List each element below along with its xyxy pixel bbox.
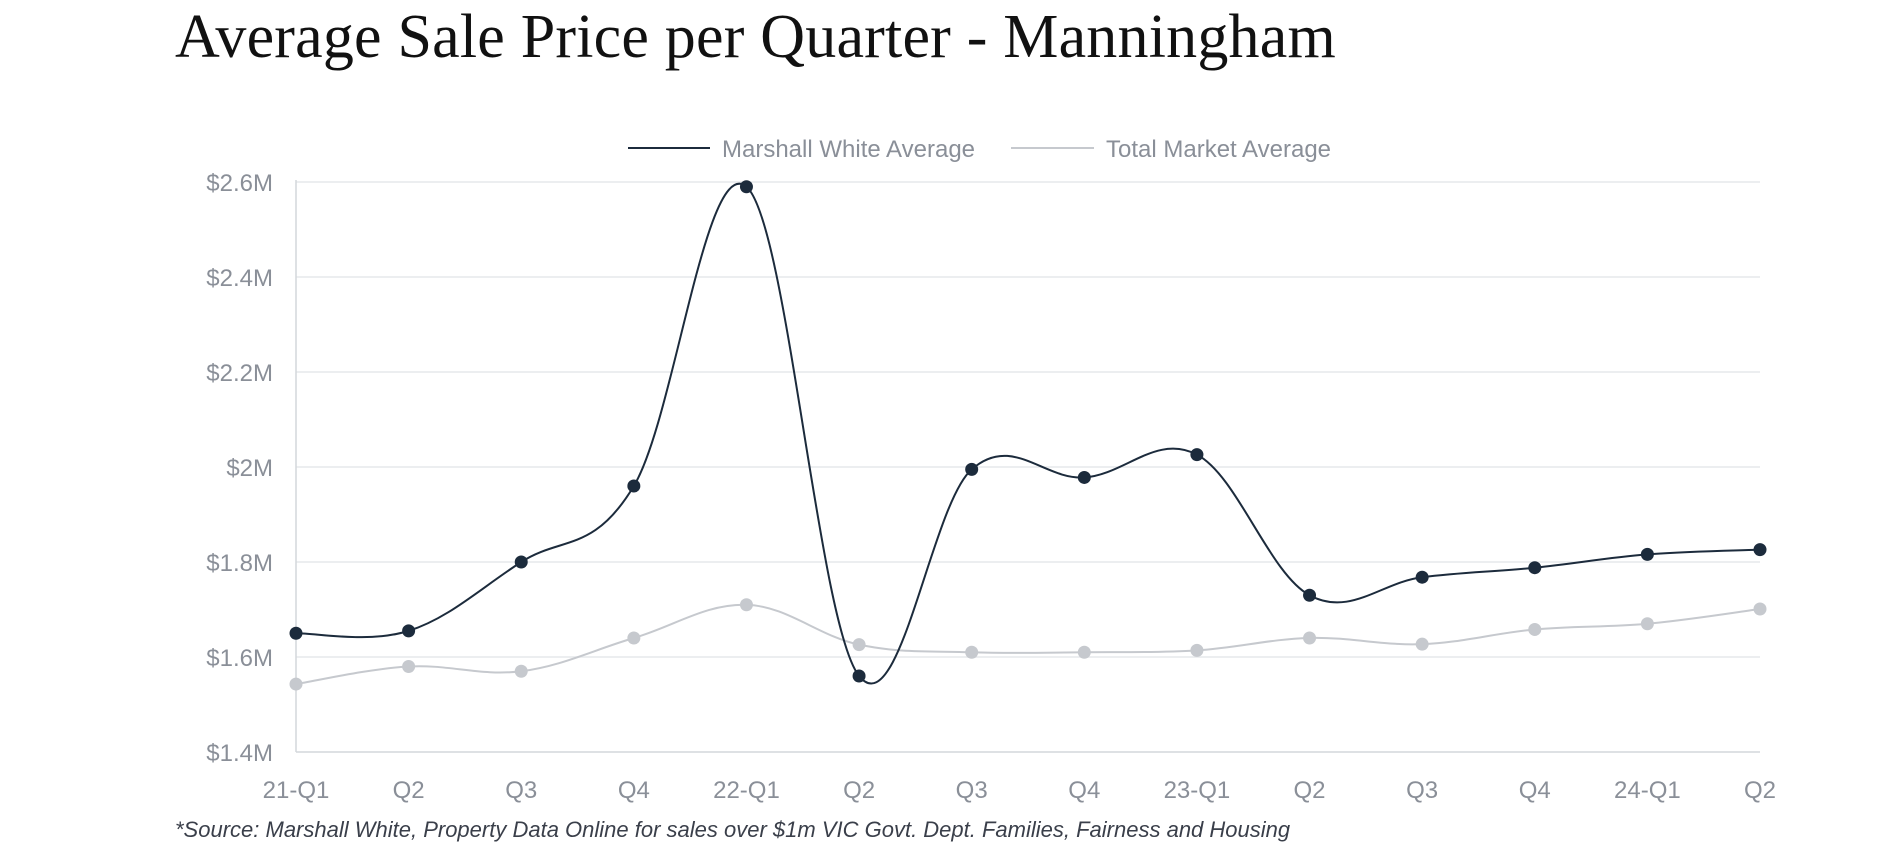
series-line-total-market-average: [295, 603, 1761, 686]
legend-label: Total Market Average: [1106, 136, 1331, 163]
source-note: *Source: Marshall White, Property Data O…: [175, 817, 1291, 842]
x-tick-label: Q2: [393, 777, 425, 804]
x-tick-label: Q4: [618, 777, 650, 804]
legend-label: Marshall White Average: [722, 136, 975, 163]
y-tick-label: $1.8M: [206, 550, 273, 577]
data-point-total-market-average: [402, 660, 416, 673]
data-point-total-market-average: [1077, 645, 1091, 659]
data-point-marshall-white-average: [852, 669, 866, 683]
x-tick-label: 24-Q1: [1614, 777, 1681, 804]
data-point-marshall-white-average: [1190, 448, 1204, 462]
x-tick-label: 23-Q1: [1164, 777, 1231, 804]
x-tick-label: Q2: [843, 777, 875, 804]
y-axis-tick-labels: $1.4M $1.6M $1.8M $2M $2.2M $2.4M $2.6M: [206, 170, 273, 767]
series-total-market-average: [289, 598, 1767, 691]
x-tick-label: Q2: [1294, 777, 1326, 804]
chart-title: Average Sale Price per Quarter - Manning…: [175, 3, 1336, 71]
y-tick-label: $1.6M: [206, 645, 273, 672]
data-point-marshall-white-average: [1415, 570, 1429, 584]
data-point-marshall-white-average: [514, 555, 528, 569]
data-point-total-market-average: [514, 664, 528, 678]
y-tick-label: $2.2M: [206, 360, 273, 387]
series-line-marshall-white-average: [295, 182, 1761, 685]
data-point-total-market-average: [1528, 622, 1542, 636]
x-tick-label: 21-Q1: [263, 777, 330, 804]
x-tick-label: 22-Q1: [713, 777, 780, 804]
data-point-marshall-white-average: [965, 462, 979, 476]
x-tick-label: Q3: [1406, 777, 1438, 804]
data-point-marshall-white-average: [627, 479, 641, 493]
series: [289, 180, 1767, 691]
legend: Marshall White Average Total Market Avera…: [628, 136, 1331, 163]
x-tick-label: Q3: [505, 777, 537, 804]
data-point-marshall-white-average: [1753, 543, 1767, 557]
data-point-total-market-average: [739, 598, 753, 612]
data-point-marshall-white-average: [1640, 547, 1654, 561]
data-point-total-market-average: [1190, 643, 1204, 657]
y-tick-label: $1.4M: [206, 740, 273, 767]
grid-lines: [296, 181, 1760, 658]
data-point-marshall-white-average: [402, 624, 416, 638]
data-point-total-market-average: [1753, 602, 1767, 616]
data-point-marshall-white-average: [739, 180, 753, 194]
series-marshall-white-average: [289, 180, 1767, 685]
x-tick-label: Q4: [1068, 777, 1100, 804]
legend-item-total-market-average: Total Market Average: [1011, 136, 1331, 163]
x-tick-label: Q4: [1519, 777, 1551, 804]
data-point-total-market-average: [1303, 631, 1317, 645]
data-point-total-market-average: [1415, 637, 1429, 651]
x-tick-label: Q2: [1744, 777, 1776, 804]
data-point-total-market-average: [852, 638, 866, 652]
data-point-marshall-white-average: [289, 626, 303, 640]
data-point-marshall-white-average: [1077, 470, 1091, 484]
data-point-total-market-average: [965, 645, 979, 659]
data-point-total-market-average: [289, 677, 303, 691]
data-point-marshall-white-average: [1303, 588, 1317, 602]
data-point-total-market-average: [627, 631, 641, 645]
y-tick-label: $2.4M: [206, 265, 273, 292]
legend-item-marshall-white-average: Marshall White Average: [628, 136, 975, 163]
x-axis-tick-labels: 21-Q1 Q2 Q3 Q4 22-Q1 Q2 Q3 Q4 23-Q1 Q2 Q3 Q4 24-Q1 Q2: [263, 777, 1776, 804]
y-tick-label: $2M: [226, 455, 273, 482]
data-point-total-market-average: [1640, 617, 1654, 631]
x-tick-label: Q3: [956, 777, 988, 804]
y-tick-label: $2.6M: [206, 170, 273, 197]
data-point-marshall-white-average: [1528, 561, 1542, 575]
axes: [295, 180, 1760, 753]
